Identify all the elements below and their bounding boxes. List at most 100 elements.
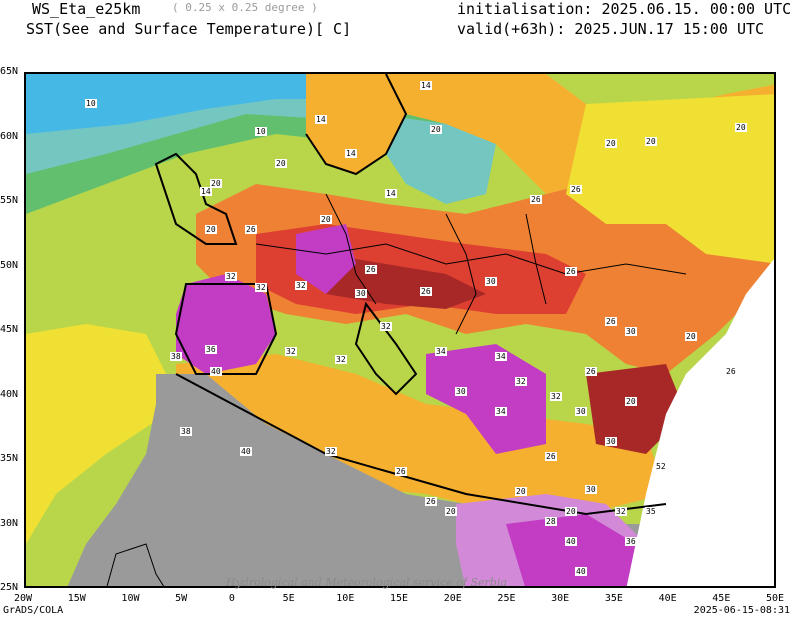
contour-label-bg [625,327,637,336]
contour-label-bg [225,272,237,281]
x-tick-label: 20W [14,593,33,604]
contour-label-bg [385,189,397,198]
contour-label-bg [445,507,457,516]
contour-label: 20 [276,159,286,168]
contour-label: 20 [566,507,576,516]
contour-label-bg [565,537,577,546]
coastlines [154,74,667,516]
contour-label: 32 [616,507,626,516]
egypt-hot [506,514,636,586]
contour-label: 26 [546,452,556,461]
contour-label: 28 [546,517,556,526]
contour-label: 20 [686,332,696,341]
contour-label-bg [570,185,582,194]
x-tick-label: 5E [282,593,295,604]
y-tick-label: 50N [0,259,19,271]
contour-label: 32 [381,322,391,331]
contour-label-bg [380,322,392,331]
land-russia-yellow [566,94,774,264]
contour-label: 26 [726,367,736,376]
contour-label: 26 [606,317,616,326]
contour-label: 20 [321,215,331,224]
contour-label-bg [585,485,597,494]
contour-label-bg [605,317,617,326]
contour-label: 14 [421,81,431,90]
contour-label-bg [425,497,437,506]
contour-label: 14 [201,187,211,196]
contour-label: 20 [606,139,616,148]
contour-label: 32 [296,281,306,290]
contour-label: 20 [206,225,216,234]
contour-label: 20 [446,507,456,516]
contour-label-bg [355,289,367,298]
contour-label: 26 [366,265,376,274]
contour-label-bg [515,487,527,496]
anatolia-hot [586,364,686,454]
grid-resolution: ( 0.25 x 0.25 degree ) [172,1,318,14]
contour-label-bg [435,347,447,356]
contour-label-bg [205,345,217,354]
contour-label-bg [645,137,657,146]
contour-label: 20 [626,397,636,406]
contour-label: 36 [206,345,216,354]
contour-label: 20 [736,123,746,132]
contour-label-bg [550,392,562,401]
contour-label: 26 [586,367,596,376]
x-tick-label: 20E [443,593,462,604]
contour-label-bg [420,81,432,90]
contour-label: 20 [516,487,526,496]
contour-label-bg [210,179,222,188]
contour-label-bg [455,387,467,396]
x-tick-label: 35E [604,593,623,604]
contour-label: 26 [246,225,256,234]
iberia-hot [176,274,276,374]
x-tick-label: 50E [766,593,785,604]
contour-label: 38 [181,427,191,436]
contour-label-bg [565,507,577,516]
contour-label: 20 [211,179,221,188]
contour-label: 34 [436,347,446,356]
contour-label-bg [205,225,217,234]
x-tick-label: 40E [658,593,677,604]
contour-label: 20 [431,125,441,134]
contour-label-bg [530,195,542,204]
contour-label-bg [345,149,357,158]
contour-label: 35 [646,507,656,516]
contour-label: 36 [626,537,636,546]
contour-label-bg [495,352,507,361]
contour-label: 32 [226,272,236,281]
footer-timestamp: 2025-06-15-08:31 [693,605,790,616]
contour-label: 30 [486,277,496,286]
contour-label: 26 [531,195,541,204]
contour-label: 30 [586,485,596,494]
africa-coast [175,373,667,516]
contour-label-bg [255,127,267,136]
field-title: SST(See and Surface Temperature)[ C] [26,20,352,38]
contour-label-bg [320,215,332,224]
contour-label-bg [245,225,257,234]
contour-label-bg [210,367,222,376]
contour-label-bg [335,355,347,364]
x-tick-label: 0 [228,593,235,604]
contour-label-bg [515,377,527,386]
x-tick-label: 25E [497,593,516,604]
contour-label-bg [315,115,327,124]
contour-label-bg [585,367,597,376]
contour-label-bg [430,125,442,134]
contour-label-bg [495,407,507,416]
scandinavia-coast [305,74,408,176]
contour-label-bg [735,123,747,132]
contour-label: 14 [346,149,356,158]
land-scandinavia [306,74,406,174]
initialisation-time: initialisation: 2025.06.15. 00:00 UTC [457,0,792,18]
contour-label: 32 [326,447,336,456]
contour-label: 32 [551,392,561,401]
france-hot [296,224,356,294]
x-tick-label: 45E [712,593,731,604]
y-tick-label: 25N [0,582,19,593]
contour-label-bg [545,452,557,461]
contour-label-bg [395,467,407,476]
contour-label: 34 [496,352,506,361]
